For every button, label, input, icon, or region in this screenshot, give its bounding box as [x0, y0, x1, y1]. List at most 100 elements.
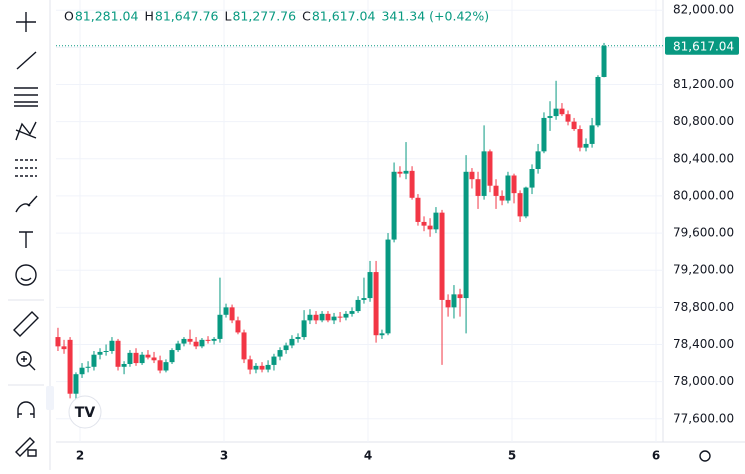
candle-body	[73, 374, 79, 394]
candle-body	[187, 338, 193, 342]
ohlc-key: C	[302, 9, 311, 24]
candle-body	[565, 114, 571, 122]
candle-body	[367, 272, 373, 299]
ohlc-value: 81,281.04	[75, 9, 139, 24]
y-tick-label: 80,400.00	[673, 151, 734, 165]
candle-body	[517, 193, 523, 217]
candle-body	[85, 366, 91, 368]
candle-body	[109, 340, 115, 351]
pattern-tool[interactable]	[15, 121, 37, 141]
candle-body	[355, 299, 361, 312]
candle-body	[301, 320, 307, 338]
candle-body	[433, 212, 439, 230]
ohlc-key: H	[144, 9, 153, 24]
candle-body	[199, 339, 205, 347]
y-tick-label: 78,000.00	[673, 374, 734, 388]
candle-body	[145, 354, 151, 358]
candle-body	[481, 151, 487, 196]
candle-body	[157, 360, 163, 371]
ohlc-value: 81,647.76	[155, 9, 219, 24]
legend: O 81,281.04 H 81,647.76 L 81,277.76 C 81,617.04…	[64, 9, 489, 24]
last-price-badge	[665, 36, 739, 55]
change-label: 341.34 (+0.42%)	[381, 9, 489, 24]
candle-body	[427, 225, 433, 230]
candle-body	[349, 311, 355, 314]
collapse-handle[interactable]	[46, 386, 54, 410]
candle-body	[511, 175, 517, 194]
candle-body	[169, 350, 175, 363]
candle-body	[97, 351, 103, 355]
candle-body	[223, 307, 229, 315]
candle-body	[361, 298, 367, 300]
lock-tool[interactable]	[15, 437, 37, 457]
candle-body	[139, 354, 145, 364]
candle-body	[235, 320, 241, 333]
ohlc-key: L	[225, 9, 232, 24]
candle-body	[259, 365, 265, 370]
x-tick-label: 3	[220, 449, 228, 463]
candle-body	[523, 187, 529, 217]
brush-tool[interactable]	[15, 195, 38, 213]
candle-body	[253, 365, 259, 370]
logo-badge[interactable]	[68, 395, 102, 429]
x-tick-label: 2	[76, 449, 84, 463]
fib-tool[interactable]	[14, 87, 38, 107]
candle-body	[211, 338, 217, 341]
magnet-tool[interactable]	[17, 401, 35, 418]
candle-body	[163, 362, 169, 371]
y-tick-label: 78,400.00	[673, 337, 734, 351]
candle-body	[151, 357, 157, 361]
last-price-label: 81,617.04	[673, 39, 734, 53]
x-tick-label: 4	[364, 449, 372, 463]
candle-body	[247, 359, 253, 370]
candle-body	[217, 314, 223, 339]
candle-body	[421, 221, 427, 226]
candle-body	[409, 170, 415, 198]
candle-body	[547, 116, 553, 118]
candle-body	[55, 337, 61, 347]
candle-body	[475, 179, 481, 196]
y-tick-label: 82,000.00	[673, 3, 734, 17]
candle-body	[595, 76, 601, 126]
candle-body	[403, 170, 409, 174]
candle-body	[103, 351, 109, 352]
y-tick-label: 78,800.00	[673, 300, 734, 314]
candle-body	[457, 294, 463, 299]
candles	[55, 42, 663, 401]
emoji-tool[interactable]	[15, 264, 37, 286]
y-tick-label: 80,800.00	[673, 114, 734, 128]
candle-body	[127, 352, 133, 364]
candle-body	[337, 316, 343, 318]
candle-body	[307, 314, 313, 321]
candle-body	[451, 294, 457, 308]
ohlc-key: O	[64, 9, 74, 24]
crosshair-tool[interactable]	[16, 12, 36, 32]
candle-body	[133, 352, 139, 364]
candle-body	[499, 195, 505, 201]
zoom-glyph	[21, 356, 36, 371]
ruler-tool[interactable]	[13, 311, 39, 337]
candle-body	[487, 151, 493, 186]
candle-body	[577, 129, 583, 148]
settings-gear[interactable]	[699, 450, 711, 462]
toolbar	[8, 0, 51, 470]
candle-body	[463, 171, 469, 299]
text-tool[interactable]	[19, 231, 33, 248]
ohlc-value: 81,277.76	[232, 9, 296, 24]
candle-body	[553, 108, 559, 117]
emoji-smile	[20, 277, 32, 281]
candle-body	[283, 345, 289, 351]
x-tick-label: 6	[652, 449, 660, 463]
forecast-tool[interactable]	[15, 159, 37, 177]
candle-body	[67, 339, 73, 394]
trend-line-tool[interactable]	[16, 51, 37, 70]
candle-body	[181, 338, 187, 344]
candle-body	[379, 333, 385, 336]
candle-body	[529, 169, 535, 188]
zoom-tool[interactable]	[16, 351, 32, 367]
candle-body	[397, 171, 403, 174]
candle-body	[391, 171, 397, 240]
candle-body	[325, 313, 331, 321]
